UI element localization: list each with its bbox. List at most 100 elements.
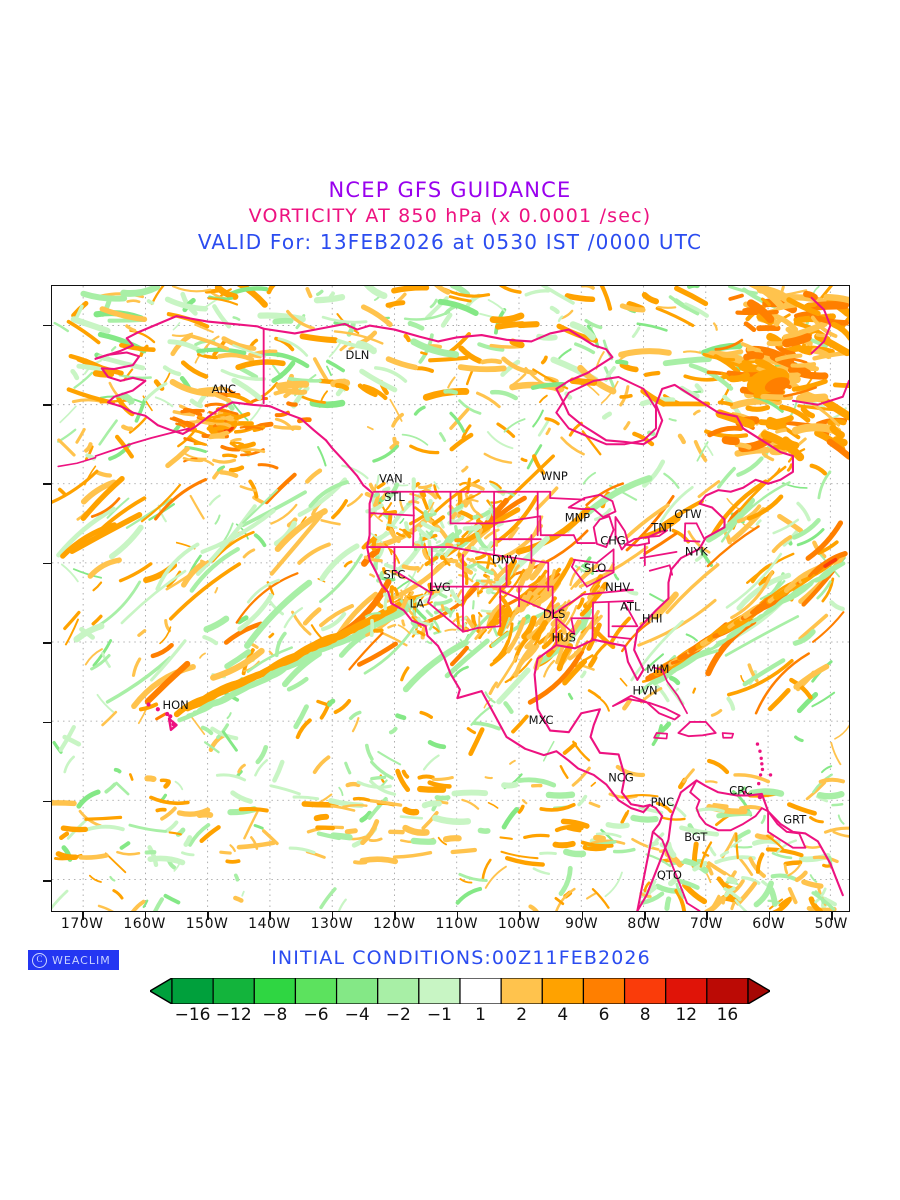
lat-tick-mark: [43, 562, 51, 565]
colorbar: −16 −12 −8 −6 −4 −2 −1 1 2 4 6 8 12 16: [150, 978, 770, 1030]
city-label-NYK: NYK: [685, 544, 709, 558]
colorbar-segment-3: [294, 978, 338, 1004]
city-label-OTW: OTW: [674, 507, 701, 521]
coastlines: [57, 296, 849, 911]
lon-tick-mark: [644, 912, 646, 920]
city-label-SFC: SFC: [384, 567, 406, 581]
copyright-icon: C: [32, 952, 47, 968]
colorbar-segment-13: [706, 978, 749, 1004]
colorbar-label-1: −12: [215, 1005, 252, 1025]
city-label-DLS: DLS: [543, 607, 565, 621]
city-label-HVN: HVN: [633, 684, 658, 698]
colorbar-extend-high: [747, 978, 770, 1004]
city-label-MXC: MXC: [529, 713, 554, 727]
weaclim-label: WEACLIM: [52, 953, 111, 967]
lon-tick-140W: 140W: [248, 916, 291, 932]
lon-tick-mark: [768, 912, 771, 920]
city-label-CHG: CHG: [600, 533, 625, 547]
lat-tick-mark: [43, 642, 51, 644]
lon-tick-70W: 70W: [689, 916, 724, 932]
city-label-QTO: QTO: [657, 868, 682, 882]
title-block: NCEP GFS GUIDANCE VORTICITY AT 850 hPa (…: [0, 178, 900, 254]
colorbar-label-3: −6: [303, 1005, 329, 1025]
colorbar-extend-low: [150, 978, 173, 1004]
page-title: NCEP GFS GUIDANCE: [328, 178, 572, 202]
lon-tick-mark: [706, 912, 708, 920]
lat-tick-mark: [43, 880, 51, 882]
lon-tick-60W: 60W: [752, 916, 786, 932]
lon-tick-mark: [207, 912, 209, 920]
lon-tick-mark: [331, 912, 334, 920]
lon-tick-mark: [831, 912, 833, 920]
lon-tick-mark: [144, 912, 147, 920]
lon-tick-mark: [581, 912, 584, 920]
colorbar-segment-7: [459, 978, 502, 1004]
weaclim-logo: C WEACLIM: [28, 950, 119, 970]
city-label-VAN: VAN: [379, 472, 403, 486]
city-label-NHV: NHV: [605, 580, 630, 594]
lon-tick-150W: 150W: [185, 916, 229, 932]
valid-time-label: VALID For: 13FEB2026 at 0530 IST /0000 U…: [197, 230, 703, 254]
city-label-BGT: BGT: [684, 830, 708, 844]
lon-tick-120W: 120W: [373, 916, 416, 932]
lat-tick-mark: [43, 721, 51, 724]
city-label-DLN: DLN: [346, 348, 370, 362]
lon-tick-130W: 130W: [310, 916, 354, 932]
city-label-SLO: SLO: [584, 561, 606, 575]
city-label-HON: HON: [162, 698, 188, 712]
initial-conditions-label: INITIAL CONDITIONS:00Z11FEB2026: [271, 947, 651, 969]
lon-tick-80W: 80W: [627, 916, 661, 932]
city-label-HHI: HHI: [642, 612, 663, 626]
city-label-LVG: LVG: [429, 580, 451, 594]
city-label-CRC: CRC: [729, 783, 752, 797]
colorbar-label-10: 6: [598, 1005, 610, 1025]
lon-tick-100W: 100W: [497, 916, 541, 932]
lon-tick-50W: 50W: [814, 916, 848, 932]
colorbar-segment-9: [541, 978, 585, 1004]
city-label-ATL: ATL: [620, 600, 641, 614]
city-label-STL: STL: [384, 490, 405, 504]
colorbar-label-7: 1: [475, 1005, 486, 1025]
city-label-NCG: NCG: [608, 771, 633, 785]
colorbar-segment-4: [335, 978, 379, 1004]
city-label-ANC: ANC: [212, 382, 236, 396]
colorbar-segment-2: [253, 978, 297, 1004]
lat-tick-mark: [43, 800, 51, 803]
colorbar-label-6: −1: [426, 1005, 452, 1025]
colorbar-segment-6: [418, 978, 461, 1004]
map-plot-frame[interactable]: ANC DLN VAN STL WNP MNP CHG OTW TNT NYK DNV SLO SFC L…: [51, 285, 850, 912]
colorbar-segment-5: [377, 978, 420, 1004]
city-label-DNV: DNV: [492, 552, 517, 566]
city-label-HUS: HUS: [552, 631, 576, 645]
colorbar-segment-0: [171, 978, 214, 1004]
colorbar-tick-labels: −16 −12 −8 −6 −4 −2 −1 1 2 4 6 8 12 16: [150, 1005, 770, 1029]
lon-tick-160W: 160W: [123, 916, 166, 932]
colorbar-label-5: −2: [385, 1005, 411, 1025]
city-label-WNP: WNP: [541, 469, 568, 483]
colorbar-segment-8: [500, 978, 543, 1004]
city-label-MNP: MNP: [565, 510, 590, 524]
lat-tick-mark: [43, 404, 51, 406]
lat-tick-mark: [43, 324, 51, 327]
lat-tick-mark: [43, 483, 51, 485]
colorbar-label-2: −8: [262, 1005, 288, 1025]
lon-tick-170W: 170W: [60, 916, 104, 932]
colorbar-segment-12: [665, 978, 708, 1004]
colorbar-label-4: −4: [344, 1005, 370, 1025]
city-label-GRT: GRT: [783, 813, 807, 827]
colorbar-label-9: 4: [557, 1005, 569, 1025]
colorbar-label-13: 16: [716, 1005, 739, 1025]
lon-tick-mark: [519, 912, 521, 920]
city-label-LA: LA: [410, 597, 425, 611]
colorbar-label-0: −16: [174, 1005, 211, 1025]
city-label-TNT: TNT: [650, 521, 675, 535]
city-label-PNC: PNC: [651, 795, 674, 809]
lon-tick-mark: [394, 912, 396, 920]
colorbar-label-11: 8: [639, 1005, 651, 1025]
colorbar-swatches: [150, 978, 770, 1004]
colorbar-segment-1: [212, 978, 255, 1004]
lon-tick-110W: 110W: [435, 916, 479, 932]
